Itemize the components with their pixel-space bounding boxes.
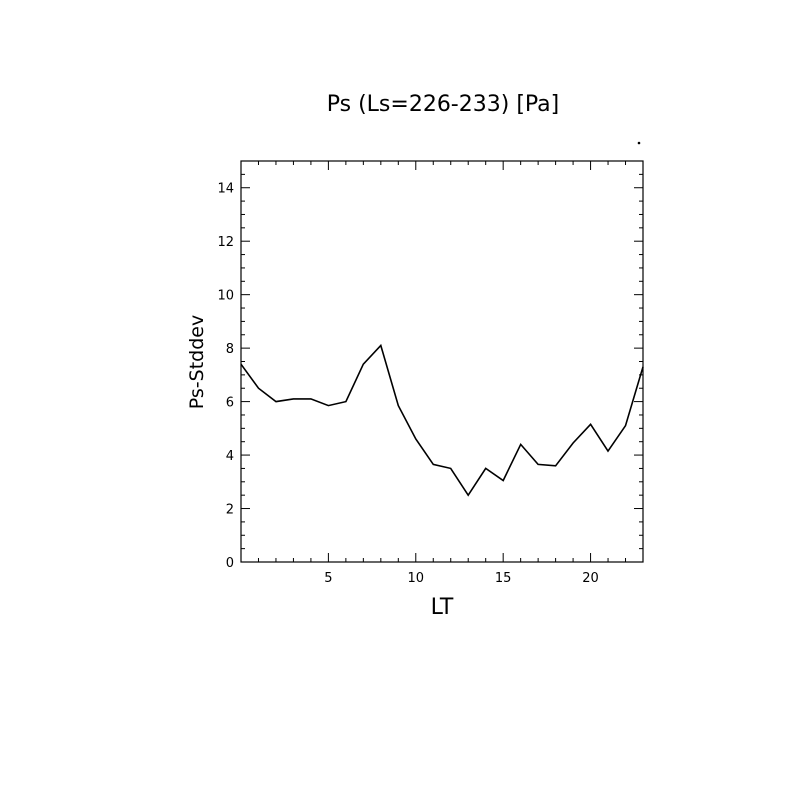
x-tick-label: 15 — [495, 571, 512, 586]
y-tick-label: 6 — [226, 396, 234, 411]
plot-area: 0 2 4 6 8 10 12 14 5 10 15 20 — [217, 160, 644, 586]
x-axis-label: LT — [431, 595, 454, 620]
y-tick-label: 10 — [217, 289, 234, 304]
chart-title: Ps (Ls=226-233) [Pa] — [327, 92, 560, 117]
series-line — [240, 343, 644, 497]
x-tick-label: 20 — [582, 571, 599, 586]
y-tick-label: 4 — [226, 449, 234, 464]
corner-dot-mark — [637, 141, 641, 145]
y-tick-label: 8 — [226, 342, 234, 357]
x-tick-label: 10 — [408, 571, 425, 586]
y-tick-label: 0 — [226, 556, 234, 571]
y-axis-label: Ps-Stddev — [186, 315, 208, 409]
x-tick-label: 5 — [324, 571, 332, 586]
plot-frame — [240, 160, 644, 563]
y-tick-label: 12 — [217, 235, 234, 250]
y-tick-label: 14 — [217, 182, 234, 197]
y-tick-label: 2 — [226, 503, 234, 518]
